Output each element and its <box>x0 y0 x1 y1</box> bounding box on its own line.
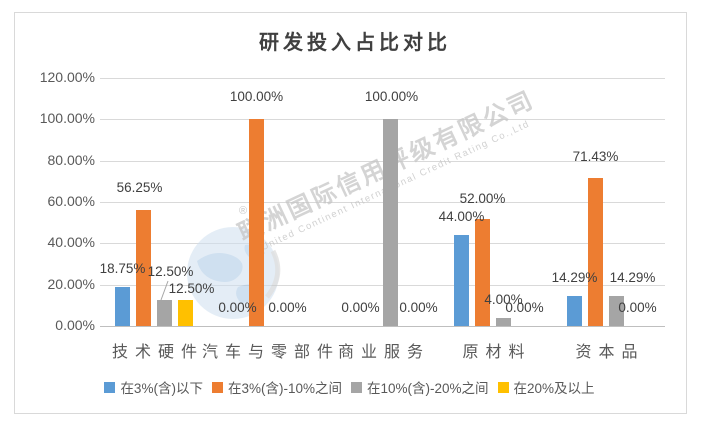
bar-在10%(含)-20%之间 <box>157 300 172 326</box>
data-label: 0.00% <box>218 300 257 315</box>
legend-label: 在10%(含)-20%之间 <box>366 381 489 396</box>
data-label: 52.00% <box>459 191 506 206</box>
y-axis-tick-label: 120.00% <box>39 69 95 85</box>
legend-swatch-icon <box>211 381 223 393</box>
legend-swatch-icon <box>350 381 362 393</box>
gridline <box>100 285 665 286</box>
data-label: 0.00% <box>399 300 438 315</box>
data-label: 0.00% <box>618 300 657 315</box>
bar-在20%及以上 <box>178 300 193 326</box>
data-label: 100.00% <box>229 89 284 104</box>
bar-在3%(含)以下 <box>567 296 582 326</box>
data-label: 14.29% <box>609 270 656 285</box>
legend-item: 在20%及以上 <box>497 377 595 397</box>
x-axis-category-label: 技术硬件 <box>111 344 205 361</box>
data-label: 56.25% <box>116 180 163 195</box>
registered-trademark-mark: ® <box>239 205 248 217</box>
y-axis-tick-label: 80.00% <box>47 152 95 168</box>
bar-在10%(含)-20%之间 <box>496 317 511 326</box>
data-label: 100.00% <box>364 89 419 104</box>
legend-swatch-icon <box>104 381 116 393</box>
data-label: 71.43% <box>572 149 619 164</box>
bar-在10%(含)-20%之间 <box>383 119 398 326</box>
data-label: 0.00% <box>268 300 307 315</box>
bar-在3%(含)以下 <box>115 287 130 326</box>
bar-在3%(含)-10%之间 <box>588 178 603 326</box>
gridline <box>100 78 665 79</box>
bar-在3%(含)-10%之间 <box>249 119 264 326</box>
gridline <box>100 326 665 327</box>
x-axis-category-label: 原材料 <box>462 344 532 361</box>
legend-item: 在3%(含)-10%之间 <box>211 377 342 397</box>
gridline <box>100 119 665 120</box>
data-label: 18.75% <box>99 261 146 276</box>
data-label: 12.50% <box>147 264 194 279</box>
bar-在3%(含)-10%之间 <box>136 209 151 326</box>
data-label: 14.29% <box>551 270 598 285</box>
data-label: 0.00% <box>341 300 380 315</box>
chart-legend: 在3%(含)以下 在3%(含)-10%之间 在10%(含)-20%之间 在20%及以上 <box>14 377 685 397</box>
legend-label: 在3%(含)以下 <box>120 381 203 396</box>
bar-在3%(含)以下 <box>454 235 469 326</box>
data-label: 4.00% <box>484 292 523 307</box>
x-axis-category-label: 汽车与零部件 <box>201 344 341 361</box>
data-label: 0.00% <box>505 300 544 315</box>
x-axis-category-label: 资本品 <box>575 344 645 361</box>
y-axis-tick-label: 0.00% <box>55 317 95 333</box>
y-axis-tick-label: 20.00% <box>47 276 95 292</box>
data-label: 44.00% <box>438 209 485 224</box>
legend-label: 在3%(含)-10%之间 <box>227 381 342 396</box>
data-label: 12.50% <box>168 281 215 296</box>
bar-在10%(含)-20%之间 <box>609 296 624 326</box>
y-axis-tick-label: 40.00% <box>47 234 95 250</box>
gridline <box>100 243 665 244</box>
legend-label: 在20%及以上 <box>513 381 595 396</box>
legend-swatch-icon <box>497 381 509 393</box>
y-axis-tick-label: 100.00% <box>39 110 95 126</box>
chart-frame <box>14 12 687 414</box>
gridline <box>100 202 665 203</box>
gridline <box>100 161 665 162</box>
bar-在3%(含)-10%之间 <box>475 218 490 326</box>
chart-title: 研发投入占比对比 <box>259 32 451 54</box>
y-axis-tick-label: 60.00% <box>47 193 95 209</box>
x-axis-category-label: 商业服务 <box>337 344 431 361</box>
legend-item: 在10%(含)-20%之间 <box>350 377 489 397</box>
legend-item: 在3%(含)以下 <box>104 377 203 397</box>
